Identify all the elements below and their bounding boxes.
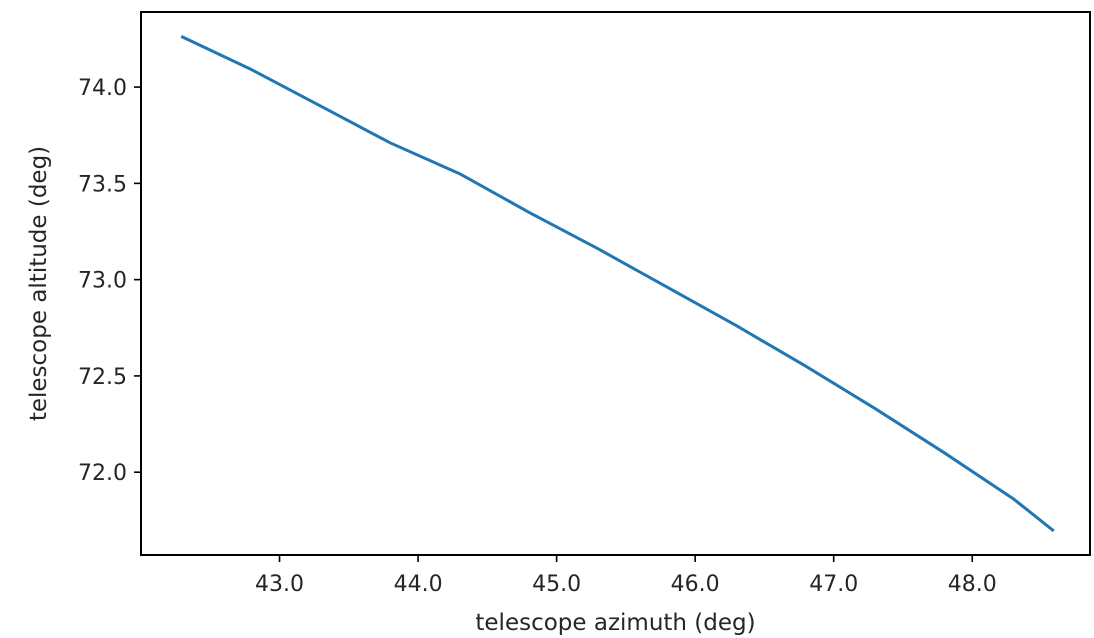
- series-line-0: [180, 35, 1055, 533]
- axes-frame: [140, 11, 1091, 556]
- y-tick-label: 73.5: [78, 172, 127, 197]
- y-tick-label: 72.0: [78, 461, 127, 486]
- x-tick-label: 45.0: [532, 572, 581, 597]
- plot-area: [180, 35, 1055, 533]
- x-tick-label: 47.0: [809, 572, 858, 597]
- x-tick-label: 43.0: [255, 572, 304, 597]
- x-tick-label: 48.0: [948, 572, 997, 597]
- y-tick-label: 73.0: [78, 269, 127, 294]
- x-tick-label: 44.0: [394, 572, 443, 597]
- x-tick-label: 46.0: [671, 572, 720, 597]
- y-tick-label: 74.0: [78, 76, 127, 101]
- y-axis-label: telescope altitude (deg): [26, 146, 52, 421]
- axis-ticks: 43.0 44.0 45.0 46.0 47.0 48.0 72.0 72.5 73.0 73.5…: [78, 76, 997, 597]
- y-tick-label: 72.5: [78, 365, 127, 390]
- x-axis-label: telescope azimuth (deg): [475, 610, 755, 636]
